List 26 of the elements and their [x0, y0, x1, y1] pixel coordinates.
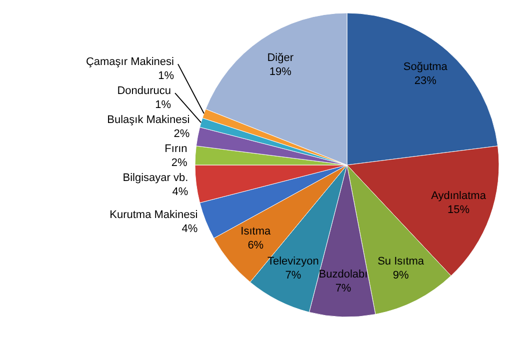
- data-label: 23%: [414, 75, 437, 88]
- slice-label: Kurutma Makinesi: [110, 208, 198, 221]
- data-label: 4%: [172, 186, 188, 198]
- data-label: 6%: [248, 240, 264, 252]
- data-label: 7%: [335, 282, 352, 294]
- data-label: 7%: [285, 270, 302, 282]
- slice-label: Aydınlatma: [431, 190, 487, 202]
- slice-label: Televizyon: [267, 256, 319, 268]
- data-label: 19%: [269, 66, 292, 78]
- slice-label: Fırın: [164, 143, 188, 156]
- slice-label: Bulaşık Makinesi: [107, 114, 190, 126]
- data-label: 1%: [155, 99, 172, 112]
- slice-label: Çamaşır Makinesi: [86, 56, 174, 68]
- slice-label: Isıtma: [240, 226, 272, 238]
- data-label: 1%: [158, 70, 174, 82]
- slice-label: Bilgisayar vb.: [122, 172, 188, 184]
- slice-label: Soğutma: [403, 61, 448, 74]
- data-label: 15%: [448, 204, 470, 216]
- data-label: 2%: [174, 128, 190, 140]
- slice-label: Su Isıtma: [378, 256, 425, 268]
- data-label: 9%: [392, 270, 409, 282]
- slice-label: Dondurucu: [117, 85, 172, 98]
- slice-label: Diğer: [267, 52, 294, 64]
- data-label: 4%: [182, 222, 198, 235]
- data-label: 2%: [171, 157, 188, 170]
- slice-label: Buzdolabı: [318, 268, 368, 280]
